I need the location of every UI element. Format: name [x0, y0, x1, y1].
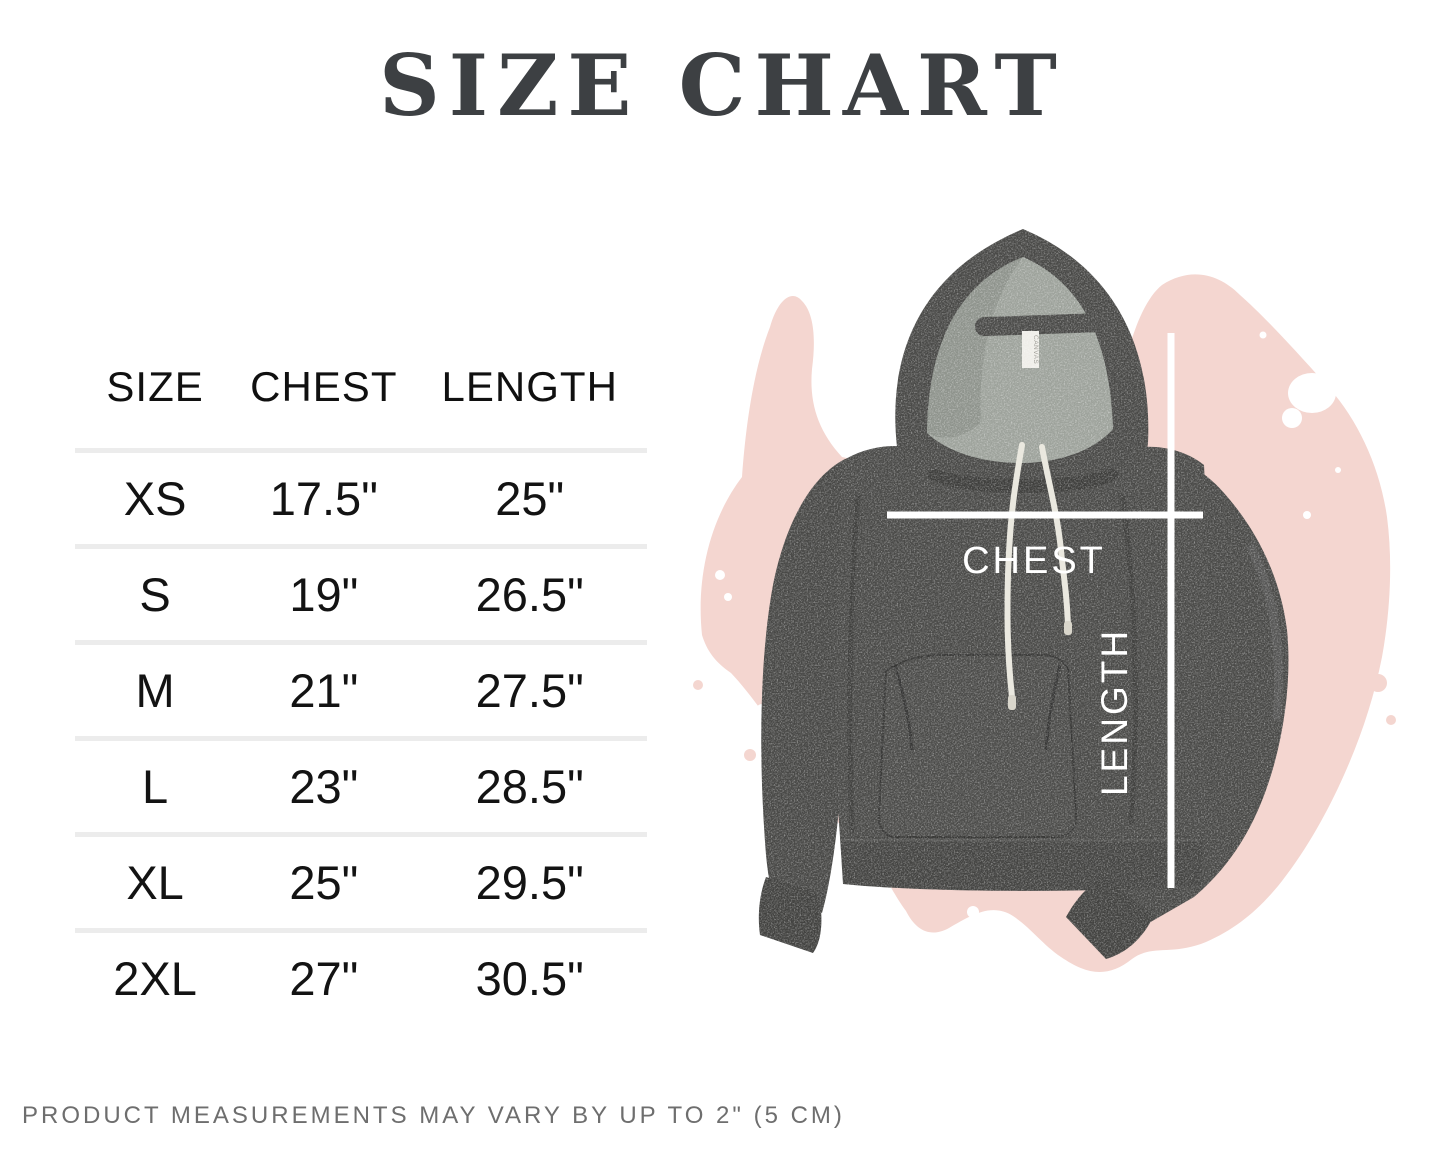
chest-cell: 19" [289, 568, 359, 621]
column-header-size: SIZE [106, 363, 204, 410]
size-cell: L [142, 760, 169, 813]
size-cell: M [135, 664, 175, 717]
size-table-header-row: SIZE CHEST LENGTH [75, 358, 647, 416]
column-header-chest: CHEST [250, 363, 398, 410]
chest-cell: 25" [289, 856, 359, 909]
table-row: M 21" 27.5" [75, 640, 647, 736]
length-cell: 27.5" [475, 664, 584, 717]
chest-cell: 23" [289, 760, 359, 813]
table-row: XS 17.5" 25" [75, 448, 647, 544]
chest-cell: 27" [289, 952, 359, 1005]
length-cell: 28.5" [475, 760, 584, 813]
hood-drawstrings [1004, 442, 1072, 710]
length-line-label: LENGTH [1094, 628, 1135, 796]
hoodie-measurement-diagram: CANVAS CHEST LENGTH [690, 215, 1445, 1015]
size-cell: XL [126, 856, 184, 909]
table-row: S 19" 26.5" [75, 544, 647, 640]
length-cell: 25" [495, 472, 565, 525]
length-cell: 30.5" [475, 952, 584, 1005]
table-row: L 23" 28.5" [75, 736, 647, 832]
measurement-overlay: CHEST LENGTH [887, 333, 1203, 888]
size-table-body: XS 17.5" 25" S 19" 26.5" M 21" 27.5" L 2… [75, 448, 647, 1024]
chest-cell: 17.5" [269, 472, 378, 525]
size-table: SIZE CHEST LENGTH XS 17.5" 25" S 19" 26.… [75, 358, 647, 1024]
table-row: XL 25" 29.5" [75, 832, 647, 928]
size-cell: S [139, 568, 171, 621]
footnote: PRODUCT MEASUREMENTS MAY VARY BY UP TO 2… [22, 1102, 845, 1129]
page-title: SIZE CHART [379, 36, 1066, 135]
column-header-length: LENGTH [441, 363, 618, 410]
size-cell: XS [123, 472, 187, 525]
chest-line-label: CHEST [962, 540, 1106, 582]
size-cell: 2XL [113, 952, 197, 1005]
length-cell: 29.5" [475, 856, 584, 909]
chest-cell: 21" [289, 664, 359, 717]
table-row: 2XL 27" 30.5" [75, 928, 647, 1024]
length-cell: 26.5" [475, 568, 584, 621]
